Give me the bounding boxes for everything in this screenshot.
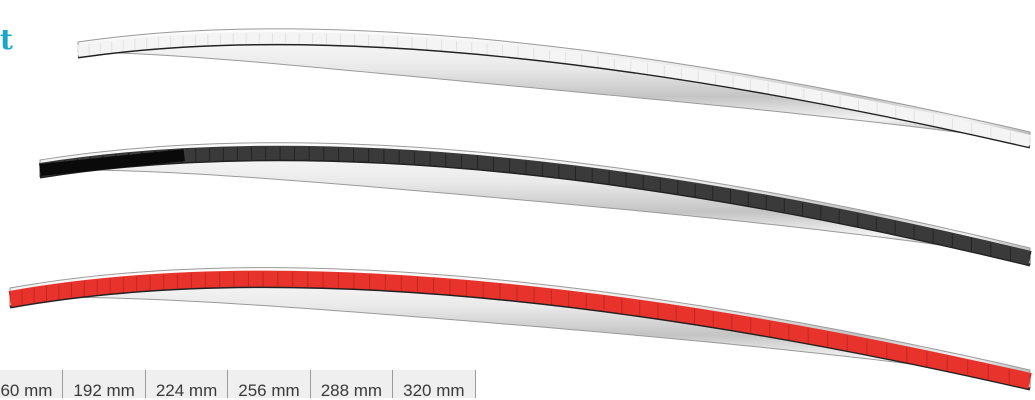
handle-black	[38, 142, 1032, 267]
size-cell-224: 224 mm	[146, 370, 229, 399]
size-cell-192: 192 mm	[63, 370, 146, 399]
handle-white	[77, 28, 1032, 149]
size-table: 160 mm 192 mm 224 mm 256 mm 288 mm 320 m…	[0, 370, 476, 399]
handle-dark-end	[39, 149, 185, 176]
heading-fragment: t	[0, 23, 13, 56]
handle-rim	[39, 158, 1031, 267]
handle-red	[8, 267, 1032, 391]
size-cell-160: 160 mm	[0, 370, 64, 399]
size-cell-256: 256 mm	[228, 370, 311, 399]
size-cell-288: 288 mm	[311, 370, 394, 399]
size-cell-320: 320 mm	[393, 370, 476, 399]
